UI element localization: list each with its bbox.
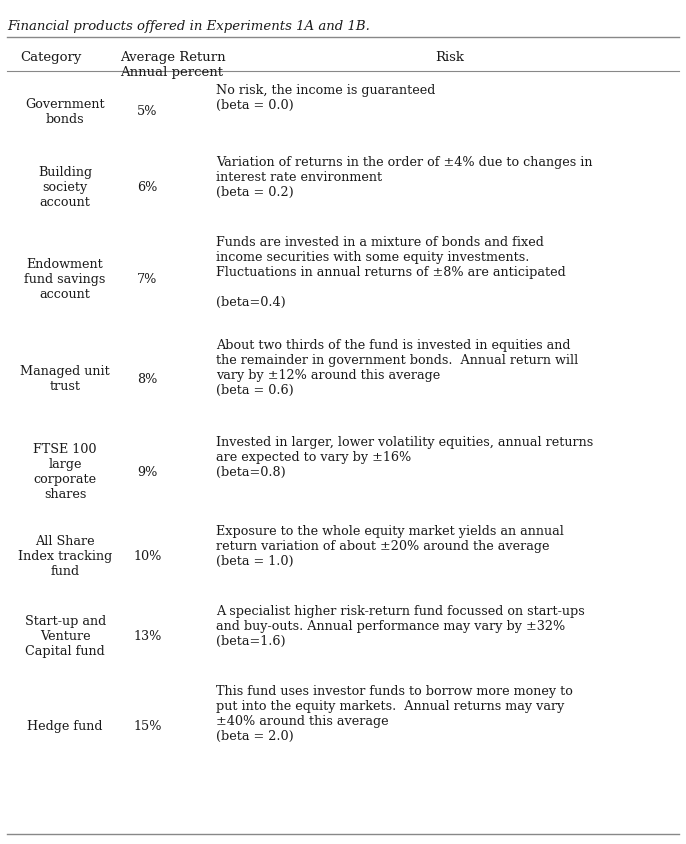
Text: Category: Category [21,51,82,63]
Text: 13%: 13% [133,630,162,643]
Text: 6%: 6% [137,181,158,194]
Text: Invested in larger, lower volatility equities, annual returns
are expected to va: Invested in larger, lower volatility equ… [216,436,593,479]
Text: Start-up and
Venture
Capital fund: Start-up and Venture Capital fund [25,615,106,658]
Text: Hedge fund: Hedge fund [27,720,103,733]
Text: 8%: 8% [137,373,158,386]
Text: Variation of returns in the order of ±4% due to changes in
interest rate environ: Variation of returns in the order of ±4%… [216,156,593,199]
Text: About two thirds of the fund is invested in equities and
the remainder in govern: About two thirds of the fund is invested… [216,339,578,398]
Text: No risk, the income is guaranteed
(beta = 0.0): No risk, the income is guaranteed (beta … [216,84,436,112]
Text: 7%: 7% [137,273,158,286]
Text: 15%: 15% [133,720,162,733]
Text: 9%: 9% [137,466,158,479]
Text: This fund uses investor funds to borrow more money to
put into the equity market: This fund uses investor funds to borrow … [216,685,573,744]
Text: Government
bonds: Government bonds [25,98,105,126]
Text: Average Return
Annual percent: Average Return Annual percent [120,51,226,78]
Text: A specialist higher risk-return fund focussed on start-ups
and buy-outs. Annual : A specialist higher risk-return fund foc… [216,605,585,648]
Text: Funds are invested in a mixture of bonds and fixed
income securities with some e: Funds are invested in a mixture of bonds… [216,236,566,309]
Text: Building
society
account: Building society account [38,166,92,209]
Text: Managed unit
trust: Managed unit trust [21,365,110,393]
Text: FTSE 100
large
corporate
shares: FTSE 100 large corporate shares [34,443,97,501]
Text: Financial products offered in Experiments 1A and 1B.: Financial products offered in Experiment… [7,20,370,33]
Text: All Share
Index tracking
fund: All Share Index tracking fund [18,535,113,578]
Text: 10%: 10% [133,550,162,563]
Text: Exposure to the whole equity market yields an annual
return variation of about ±: Exposure to the whole equity market yiel… [216,525,564,568]
Text: 5%: 5% [137,106,158,118]
Text: Risk: Risk [435,51,464,63]
Text: Endowment
fund savings
account: Endowment fund savings account [25,258,106,300]
